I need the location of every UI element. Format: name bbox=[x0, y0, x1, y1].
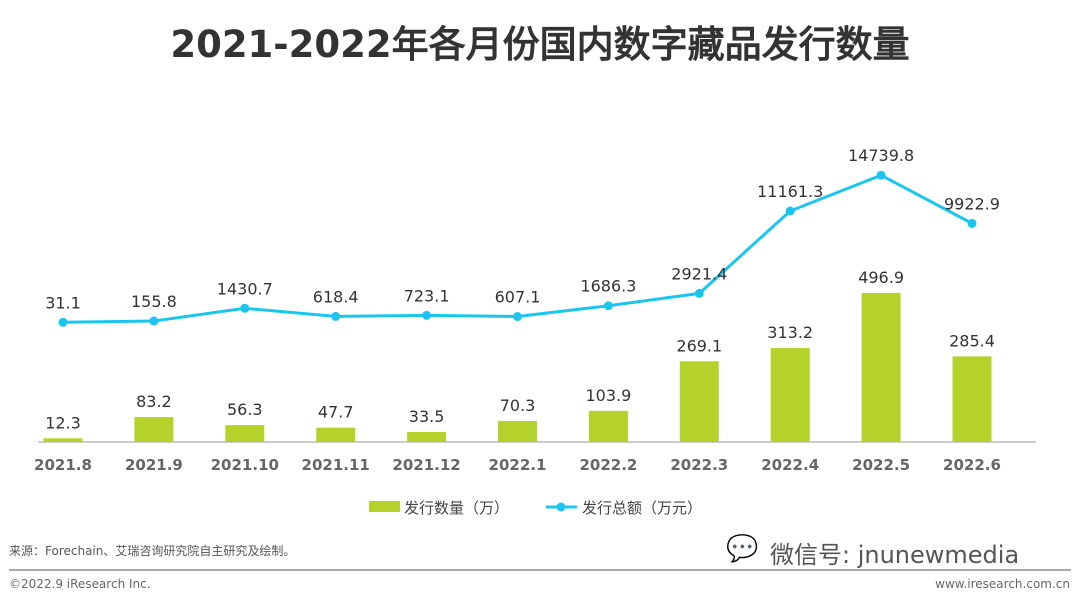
bar-label: 285.4 bbox=[949, 331, 995, 350]
source-note: 来源：Forechain、艾瑞咨询研究院自主研究及绘制。 bbox=[9, 544, 296, 558]
x-tick-label: 2021.12 bbox=[392, 456, 460, 474]
x-tick-label: 2022.2 bbox=[579, 456, 637, 474]
bar bbox=[770, 348, 810, 442]
line-point bbox=[58, 317, 68, 327]
wechat-icon: 💬 bbox=[726, 534, 759, 564]
x-tick-label: 2022.3 bbox=[670, 456, 728, 474]
bar bbox=[225, 425, 265, 442]
line-point bbox=[331, 311, 341, 321]
line-point bbox=[513, 312, 522, 322]
bar bbox=[588, 410, 628, 442]
bar-label: 33.5 bbox=[409, 407, 445, 426]
bar-label: 313.2 bbox=[767, 323, 813, 342]
copyright: ©2022.9 iResearch Inc. bbox=[9, 577, 151, 591]
line-label: 2921.4 bbox=[671, 264, 727, 283]
line-point bbox=[603, 301, 613, 311]
bar bbox=[407, 431, 447, 442]
bar-label: 83.2 bbox=[136, 392, 172, 411]
divider bbox=[9, 569, 1071, 571]
x-tick-label: 2022.6 bbox=[943, 456, 1001, 474]
x-tick-label: 2022.1 bbox=[489, 456, 547, 474]
bar-label: 103.9 bbox=[585, 386, 631, 405]
bar bbox=[498, 420, 537, 442]
watermark: 微信号: jnunewmedia bbox=[770, 541, 1020, 569]
line-point bbox=[785, 206, 795, 216]
site-url: www.iresearch.com.cn bbox=[935, 577, 1070, 591]
line-point bbox=[876, 170, 886, 180]
legend-line-marker bbox=[556, 502, 566, 512]
line-label: 31.1 bbox=[45, 293, 81, 312]
line-label: 607.1 bbox=[495, 288, 541, 307]
x-tick-label: 2022.4 bbox=[761, 456, 819, 474]
bar-label: 496.9 bbox=[858, 268, 904, 287]
x-tick-label: 2021.10 bbox=[211, 456, 279, 474]
line-label: 9922.9 bbox=[944, 194, 1000, 213]
line-point bbox=[694, 288, 704, 298]
line-label: 11161.3 bbox=[757, 182, 823, 201]
line-point bbox=[967, 218, 977, 228]
x-tick-label: 2022.5 bbox=[852, 456, 910, 474]
line-label: 1686.3 bbox=[580, 277, 636, 296]
bar-label: 47.7 bbox=[318, 403, 354, 422]
line-label: 14739.8 bbox=[848, 146, 914, 165]
bar bbox=[134, 417, 174, 442]
bar-label: 70.3 bbox=[500, 396, 536, 415]
legend-bar-label: 发行数量（万） bbox=[404, 499, 509, 517]
bar-label: 12.3 bbox=[45, 413, 81, 432]
line-label: 618.4 bbox=[313, 287, 359, 306]
line-label: 155.8 bbox=[131, 292, 177, 311]
line-point bbox=[149, 316, 159, 326]
chart-title: 2021-2022年各月份国内数字藏品发行数量 bbox=[170, 23, 910, 66]
bar bbox=[861, 292, 901, 442]
x-tick-label: 2021.11 bbox=[302, 456, 370, 474]
legend-bar-swatch bbox=[369, 501, 400, 512]
line-point bbox=[422, 310, 432, 320]
line-point bbox=[240, 303, 250, 313]
bar bbox=[679, 361, 719, 442]
bar-label: 269.1 bbox=[676, 336, 722, 355]
legend-line-label: 发行总额（万元） bbox=[582, 499, 702, 517]
x-tick-label: 2021.9 bbox=[125, 456, 183, 474]
bar-label: 56.3 bbox=[227, 400, 263, 419]
bar bbox=[952, 356, 992, 442]
bar bbox=[316, 427, 356, 442]
x-tick-label: 2021.8 bbox=[34, 456, 92, 474]
line-label: 1430.7 bbox=[217, 279, 273, 298]
line-label: 723.1 bbox=[404, 286, 450, 305]
bar bbox=[43, 438, 83, 442]
